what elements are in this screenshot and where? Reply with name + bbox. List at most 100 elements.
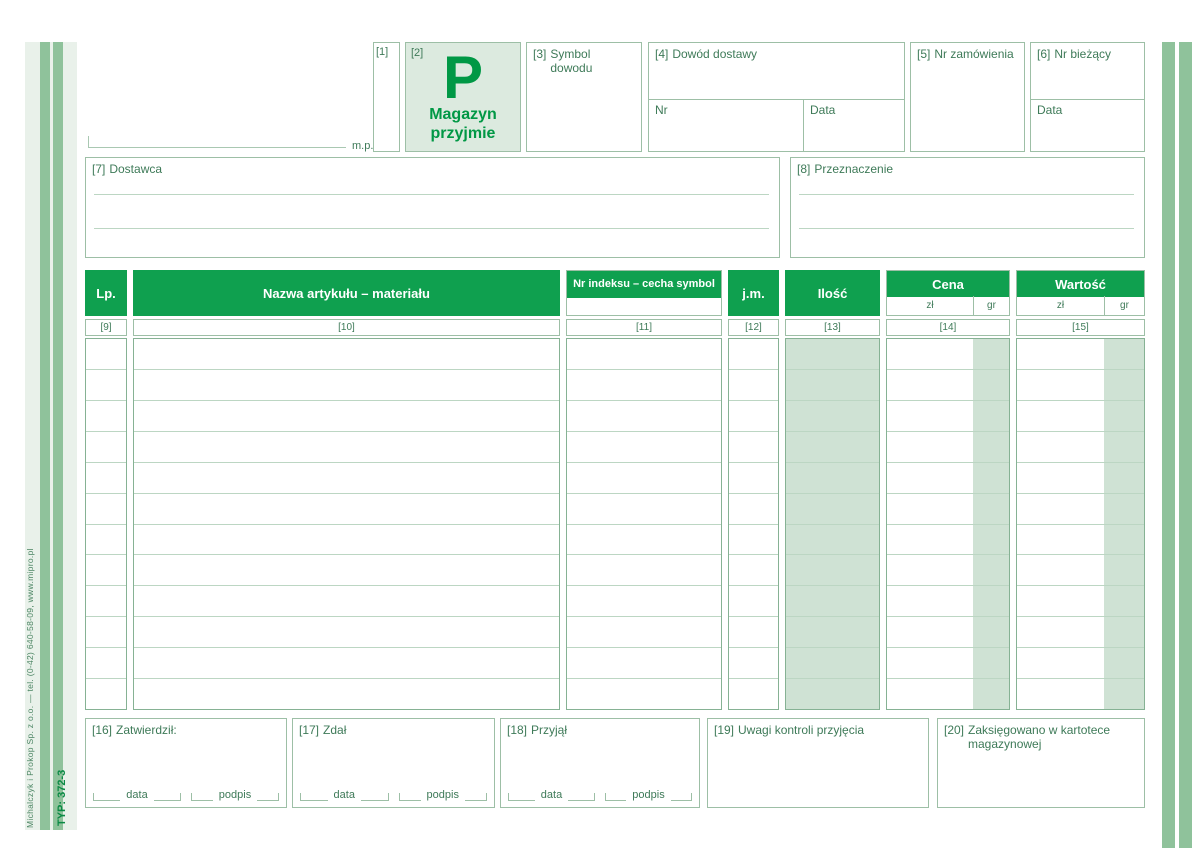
table-row-cell — [1017, 339, 1144, 369]
table-row-cell — [86, 399, 126, 431]
table-row-cell — [134, 430, 559, 462]
data-label: data — [540, 789, 563, 801]
table-row-cell — [134, 554, 559, 585]
podpis-signature-slot: podpis — [605, 789, 693, 801]
col-body-jm — [728, 338, 779, 710]
nr-biezacy-label: [6] Nr bieżący — [1031, 43, 1144, 67]
data-label: data — [333, 789, 355, 801]
podpis-label: podpis — [426, 789, 459, 801]
stamp-line — [88, 133, 346, 148]
wartosc-zl-label: zł — [1017, 296, 1105, 315]
dowod-data-cell: Data — [804, 100, 904, 151]
stamp-place-label: m.p. — [352, 140, 374, 152]
table-row-cell — [134, 339, 559, 369]
col-number-nazwa: [10] — [133, 319, 560, 336]
col-number-indeks: [11] — [566, 319, 722, 336]
printer-credit-text: Michalczyk i Prokop Sp. z o.o. — tel. (0… — [25, 548, 35, 828]
przeznaczenie-label: [8] Przeznaczenie — [791, 158, 1144, 182]
table-row-cell — [786, 554, 879, 585]
table-row-cell — [86, 492, 126, 524]
table-row-cell — [887, 492, 1009, 524]
table-row-cell — [567, 430, 721, 462]
col-header-ilosc: Ilość — [785, 270, 880, 316]
col-header-jm: j.m. — [728, 270, 779, 316]
form-title: Magazyn przyjmie — [406, 106, 520, 143]
table-row-cell — [1017, 492, 1144, 524]
table-row-cell — [729, 616, 778, 647]
field-18-number: [18] — [507, 723, 528, 737]
table-row-cell — [567, 339, 721, 369]
field-20-text: Zaksięgowano w kartotece magazynowej — [968, 723, 1111, 751]
signature-line — [508, 793, 535, 801]
przeznaczenie-box: [8] Przeznaczenie — [790, 157, 1145, 258]
dowod-data-label: Data — [810, 103, 836, 117]
podpis-signature-slot: podpis — [398, 789, 488, 801]
table-row-cell — [786, 492, 879, 524]
col-header-wartosc: Wartość — [1017, 271, 1144, 297]
table-row-cell — [729, 647, 778, 678]
podpis-label: podpis — [632, 789, 665, 801]
table-row-cell — [1017, 523, 1144, 555]
table-row-cell — [567, 616, 721, 647]
left-stripe-2 — [53, 42, 63, 830]
table-row-cell — [1017, 678, 1144, 709]
col-body-cena — [886, 338, 1010, 710]
uwagi-kontroli-box: [19] Uwagi kontroli przyjęcia — [707, 718, 929, 808]
table-row-cell — [134, 678, 559, 709]
col-number-wartosc: [15] — [1016, 319, 1145, 336]
field-17-text: Zdał — [323, 723, 347, 737]
field-box-1: [1] — [373, 42, 400, 152]
field-16-text: Zatwierdził: — [116, 723, 177, 737]
col-number-jm: [12] — [728, 319, 779, 336]
nr-biezacy-box: [6] Nr bieżący Data — [1030, 42, 1145, 152]
table-row-cell — [786, 339, 879, 369]
symbol-dowodu-box: [3] Symbol dowodu — [526, 42, 642, 152]
table-row-cell — [86, 523, 126, 555]
table-row-cell — [134, 461, 559, 493]
przeznaczenie-writing-line-1 — [799, 194, 1134, 195]
table-row-cell — [134, 492, 559, 524]
table-row-cell — [786, 616, 879, 647]
podpis-label: podpis — [218, 789, 252, 801]
table-row-cell — [729, 368, 778, 400]
uwagi-kontroli-label: [19] Uwagi kontroli przyjęcia — [708, 719, 928, 743]
table-row-cell — [134, 523, 559, 555]
field-5-number: [5] — [917, 47, 931, 61]
field-17-number: [17] — [299, 723, 320, 737]
wartosc-subheader: zł gr — [1017, 296, 1144, 315]
dostawca-box: [7] Dostawca — [85, 157, 780, 258]
col-body-wartosc — [1016, 338, 1145, 710]
field-1-number: [1] — [376, 46, 389, 58]
dowod-dostawy-box: [4] Dowód dostawy Nr Data — [648, 42, 905, 152]
field-8-number: [8] — [797, 162, 811, 176]
signature-line — [398, 793, 421, 801]
col-header-wartosc-box: Wartość zł gr — [1016, 270, 1145, 316]
col-header-indeks-box: Nr indeksu – cecha symbol — [566, 270, 722, 316]
table-row-cell — [567, 399, 721, 431]
stamp-line-tick — [88, 136, 90, 148]
data-signature-slot: data — [93, 790, 182, 801]
col-number-ilosc: [13] — [785, 319, 880, 336]
table-row-cell — [86, 647, 126, 678]
table-row-cell — [86, 554, 126, 585]
zatwierdzil-box: [16] Zatwierdził: data podpis — [85, 718, 287, 808]
table-row-cell — [729, 430, 778, 462]
table-row-cell — [567, 492, 721, 524]
signature-line — [568, 793, 596, 801]
table-row-cell — [729, 461, 778, 493]
form-symbol-box: [2] P Magazyn przyjmie — [405, 42, 521, 152]
table-row-cell — [1017, 647, 1144, 678]
left-band — [25, 42, 77, 830]
dostawca-writing-line-1 — [94, 194, 769, 195]
zaksiegowano-box: [20] Zaksięgowano w kartotece magazynowe… — [937, 718, 1145, 808]
nr-biezacy-data-cell: Data — [1031, 99, 1144, 151]
zdal-signature-row: data podpis — [300, 789, 488, 801]
signature-line — [153, 793, 182, 801]
field-7-text: Dostawca — [109, 162, 163, 176]
field-6-text: Nr bieżący — [1054, 47, 1112, 61]
field-3-text: Symbol dowodu — [550, 47, 593, 75]
field-20-number: [20] — [944, 723, 965, 737]
table-row-cell — [86, 585, 126, 616]
signature-line — [93, 793, 121, 801]
